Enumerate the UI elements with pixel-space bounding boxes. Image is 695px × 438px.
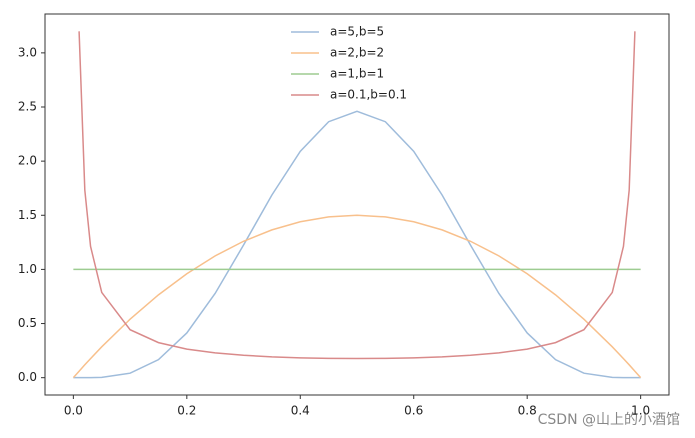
y-tick-label: 0.5 [18,316,37,330]
legend-label: a=1,b=1 [330,67,384,81]
y-tick-label: 2.0 [18,154,37,168]
legend-label: a=5,b=5 [330,25,384,39]
legend-label: a=2,b=2 [330,46,384,60]
y-tick-label: 2.5 [18,100,37,114]
series-line [72,214,642,379]
plot-frame [44,13,670,396]
y-tick-label: 0.0 [18,370,37,384]
x-tick-label: 0.2 [177,404,196,418]
y-tick-label: 1.0 [18,262,37,276]
y-tick-label: 1.5 [18,208,37,222]
x-tick-label: 0.4 [291,404,310,418]
x-tick-label: 0.8 [518,404,537,418]
series-line [73,110,641,379]
legend-label: a=0.1,b=0.1 [330,88,407,102]
x-tick-label: 1.0 [631,404,650,418]
series-line [78,31,636,360]
y-tick-label: 3.0 [18,45,37,59]
watermark: CSDN @山上的小酒馆 [538,412,680,428]
x-tick-label: 0.0 [64,404,83,418]
x-tick-label: 0.6 [404,404,423,418]
